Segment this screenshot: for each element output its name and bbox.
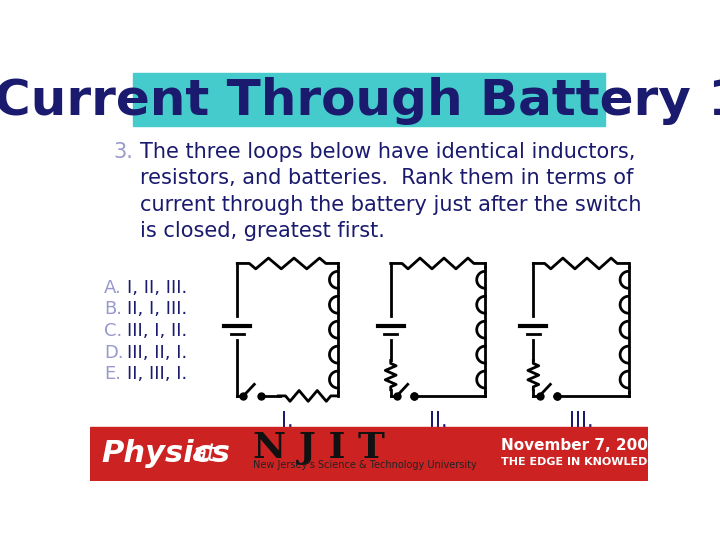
Text: The three loops below have identical inductors,
resistors, and batteries.  Rank : The three loops below have identical ind… [140, 142, 642, 241]
Text: Current Through Battery 1: Current Through Battery 1 [0, 77, 720, 125]
Text: at: at [192, 442, 217, 465]
Text: II.: II. [428, 411, 447, 431]
Text: I, II, III.: I, II, III. [127, 279, 187, 297]
Text: II, III, I.: II, III, I. [127, 365, 187, 383]
Text: A.: A. [104, 279, 122, 297]
Text: THE EDGE IN KNOWLEDGE: THE EDGE IN KNOWLEDGE [500, 457, 664, 467]
Text: November 7, 2007: November 7, 2007 [500, 438, 658, 453]
Text: III, II, I.: III, II, I. [127, 343, 187, 362]
Text: C.: C. [104, 322, 122, 340]
Text: III, I, II.: III, I, II. [127, 322, 187, 340]
Text: New Jersey's Science & Technology University: New Jersey's Science & Technology Univer… [253, 460, 477, 470]
Bar [90, 427, 648, 481]
Text: E.: E. [104, 365, 121, 383]
Bar [132, 72, 606, 126]
Text: B.: B. [104, 300, 122, 319]
Text: 3.: 3. [113, 142, 133, 162]
Text: I.: I. [282, 411, 294, 431]
Text: Physics: Physics [102, 439, 230, 468]
Text: D.: D. [104, 343, 124, 362]
Text: II, I, III.: II, I, III. [127, 300, 187, 319]
Text: N J I T: N J I T [253, 431, 384, 465]
Text: III.: III. [569, 411, 593, 431]
